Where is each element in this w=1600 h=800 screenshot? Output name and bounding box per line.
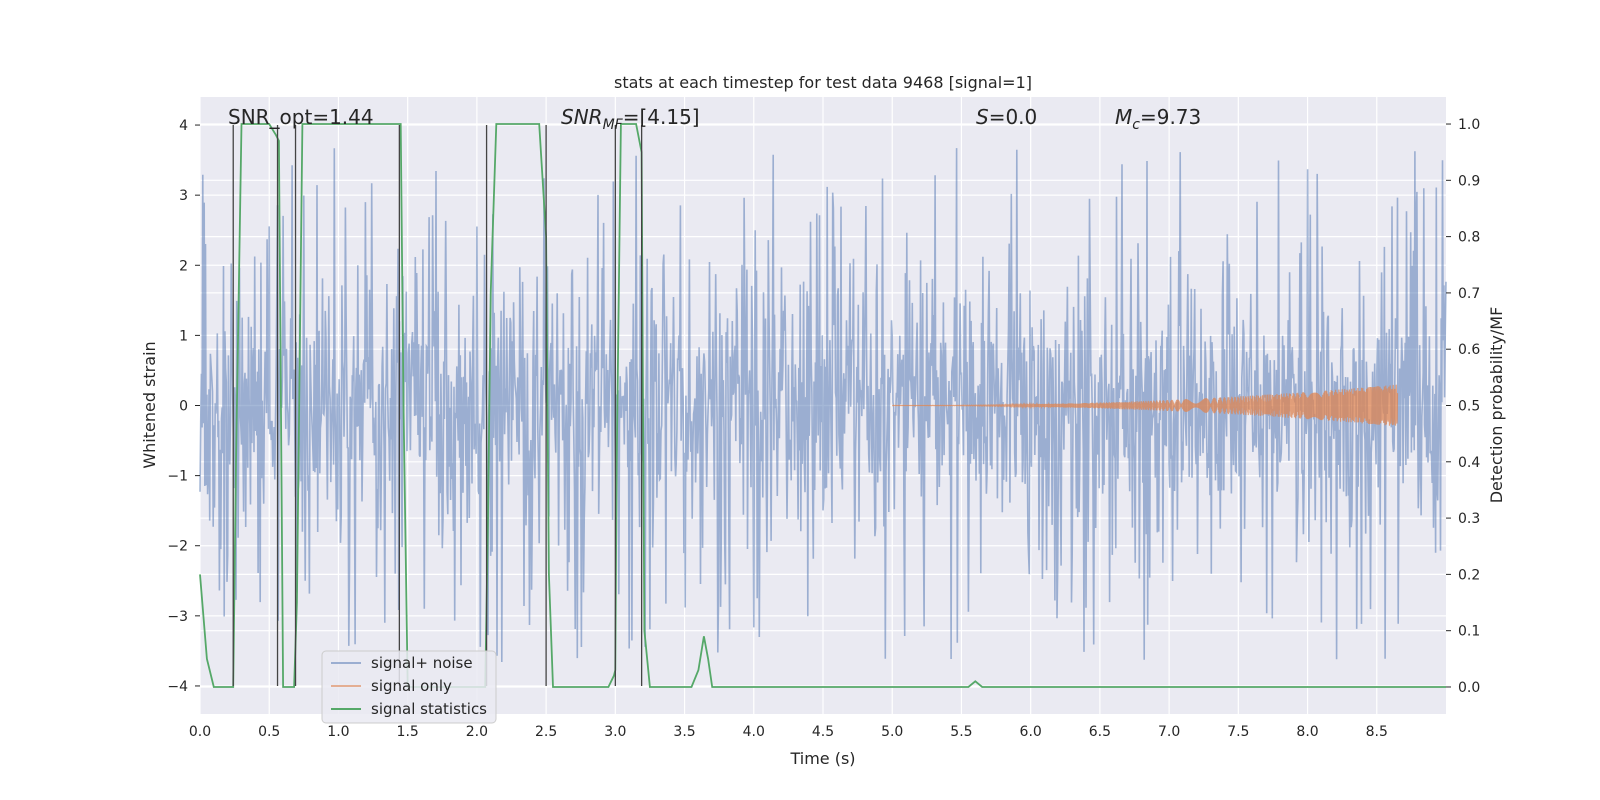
x-tick-label: 6.0 <box>1020 724 1042 740</box>
y-right-axis-label: Detection probability/MF <box>1487 307 1506 504</box>
x-tick-label: 0.0 <box>189 724 211 740</box>
legend-label-signal-noise: signal+ noise <box>371 654 473 672</box>
y-left-tick-label: 1 <box>179 328 188 344</box>
legend-label-signal-only: signal only <box>371 677 452 695</box>
legend-box <box>321 650 497 724</box>
y-left-tick-label: −1 <box>167 469 188 485</box>
signal-statistics-series <box>199 123 1446 688</box>
mc-symbol: M <box>1115 105 1132 129</box>
legend: signal+ noise signal only signal statist… <box>321 650 497 724</box>
y-right-tick-label: 0.9 <box>1458 173 1480 189</box>
x-tick-label: 2.0 <box>466 724 488 740</box>
x-tick-label: 8.0 <box>1296 724 1318 740</box>
signal-only-series <box>892 384 1399 426</box>
y-right-tick-label: 0.8 <box>1458 230 1480 246</box>
x-tick-label: 7.5 <box>1227 724 1249 740</box>
y-right-tick-label: 0.0 <box>1458 680 1480 696</box>
signal-noise-series <box>199 148 1447 663</box>
x-tick-label: 5.0 <box>881 724 903 740</box>
y-left-tick-label: −4 <box>167 679 188 695</box>
y-left-tick-label: −2 <box>167 539 188 555</box>
y-left-tick-label: 4 <box>179 118 188 134</box>
snr-mf-annotation: SNRMF=[4.15] <box>561 105 700 133</box>
x-tick-label: 7.0 <box>1158 724 1180 740</box>
y-right-tick-label: 0.3 <box>1458 511 1480 527</box>
y-left-tick-label: 2 <box>179 258 188 274</box>
snr-opt-annotation: SNR_opt=1.44 <box>228 105 374 129</box>
y-right-tick-label: 0.7 <box>1458 286 1480 302</box>
y-right-tick-label: 0.2 <box>1458 567 1480 583</box>
y-left-tick-label: −3 <box>167 609 188 625</box>
signal-only-line <box>892 384 1399 426</box>
x-tick-label: 6.5 <box>1089 724 1111 740</box>
x-tick-label: 4.0 <box>743 724 765 740</box>
y-left-tick-label: 0 <box>179 399 188 415</box>
y-right-tick-label: 0.6 <box>1458 342 1480 358</box>
y-right-axis-ticks: 1.0 0.9 0.8 0.7 0.6 0.5 0.4 0.3 0.2 0.1 0.0 <box>1446 117 1480 696</box>
x-tick-label: 3.0 <box>604 724 626 740</box>
snr-mf-value: =[4.15] <box>623 105 700 129</box>
snr-mf-subscript: MF <box>603 117 624 133</box>
y-right-tick-label: 0.1 <box>1458 624 1480 640</box>
snr-mf-symbol: SNR <box>561 105 603 129</box>
signal-statistics-line <box>199 123 1446 688</box>
x-axis-ticks: 0.0 0.5 1.0 1.5 2.0 2.5 3.0 3.5 4.0 4.5 5.0 5.5 6.0 6… <box>189 724 1388 740</box>
y-left-tick-label: 3 <box>179 188 188 204</box>
s-value: =0.0 <box>989 105 1038 129</box>
x-tick-label: 5.5 <box>950 724 972 740</box>
y-right-tick-label: 0.4 <box>1458 455 1480 471</box>
x-tick-label: 3.5 <box>673 724 695 740</box>
chart-title: stats at each timestep for test data 946… <box>614 73 1032 92</box>
legend-label-signal-statistics: signal statistics <box>371 700 487 718</box>
s-annotation: S=0.0 <box>976 105 1037 129</box>
y-left-axis-label: Whitened strain <box>140 341 159 468</box>
x-tick-label: 1.0 <box>327 724 349 740</box>
y-right-tick-label: 1.0 <box>1458 117 1480 133</box>
x-tick-label: 8.5 <box>1366 724 1388 740</box>
signal-noise-line <box>199 148 1447 663</box>
mc-value: =9.73 <box>1140 105 1201 129</box>
y-right-tick-label: 0.5 <box>1458 399 1480 415</box>
mc-subscript: c <box>1132 117 1140 133</box>
marker-lines <box>232 125 643 686</box>
x-tick-label: 1.5 <box>397 724 419 740</box>
s-symbol: S <box>976 105 989 129</box>
mc-annotation: Mc=9.73 <box>1115 105 1201 133</box>
x-tick-label: 2.5 <box>535 724 557 740</box>
x-axis-label: Time (s) <box>789 749 855 768</box>
x-tick-label: 0.5 <box>258 724 280 740</box>
y-left-axis-ticks: 4 3 2 1 0 −1 −2 −3 −4 <box>167 118 200 695</box>
x-tick-label: 4.5 <box>812 724 834 740</box>
